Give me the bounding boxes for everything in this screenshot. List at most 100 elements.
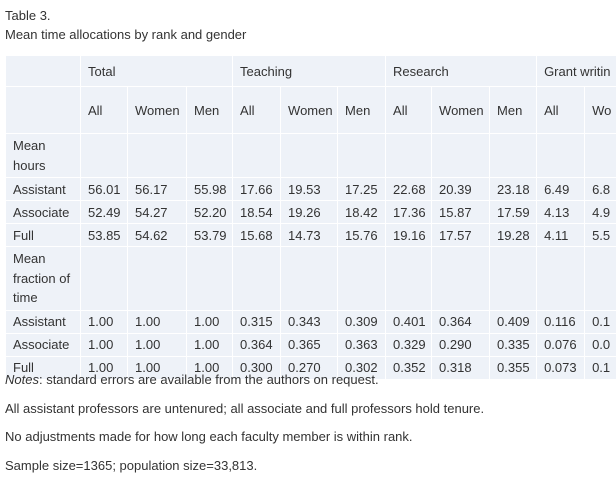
note: Sample size=1365; population size=33,813… [5,457,258,473]
value-cell: 0.329 [385,332,433,357]
group-header: Total [79,55,234,87]
value-cell: 0.315 [232,309,282,334]
data-row: Assistant 56.01 56.17 55.98 17.66 19.53 17.25 2… [5,177,616,201]
cell [280,246,339,311]
table-title: Table 3. [5,8,51,23]
table-caption: Mean time allocations by rank and gender [5,27,247,42]
value-cell: 6.49 [536,177,586,201]
value-cell: 17.57 [431,223,491,247]
value-cell: 52.20 [185,200,234,224]
row-label: Associate [5,332,81,357]
value-cell: 17.25 [337,177,387,201]
value-cell: 0.364 [232,332,282,357]
note-label: Notes [5,372,39,387]
value-cell: 5.5 [584,223,616,247]
cell [536,246,586,311]
group-label: Research [393,63,449,79]
cell [80,246,128,311]
cell [584,246,616,311]
value-cell: 1.00 [185,332,234,357]
note: All assistant professors are untenured; … [5,400,485,416]
subheader: Women [127,86,187,134]
row-label: Assistant [5,309,81,334]
row-label: Full [5,355,81,380]
value-cell: 19.53 [280,177,339,201]
section-cell: Mean hours [5,133,81,178]
value-cell: 53.79 [185,223,234,247]
group-header: Grant writin [536,55,616,87]
subheader: All [385,86,433,134]
cell [5,55,81,87]
value-cell: 1.00 [185,309,234,334]
subheader: Men [337,86,387,134]
value-cell: 14.73 [280,223,339,247]
subheader: All [232,86,282,134]
section-label: Mean fraction of time [13,251,71,305]
note-text: : standard errors are available from the… [38,372,379,387]
data-row: Full 53.85 54.62 53.79 15.68 14.73 15.76 19.16 1… [5,223,616,247]
data-row: Assistant 1.00 1.00 1.00 0.315 0.343 0.309 0.40… [5,309,616,334]
value-cell: 0.073 [536,355,586,380]
value-cell: 0.401 [385,309,433,334]
value-cell: 17.59 [489,200,538,224]
cell [536,133,586,178]
table: Total Teaching Research Grant writin All Wome… [5,55,616,380]
subheader: Women [280,86,339,134]
value-cell: 56.01 [80,177,128,201]
value-cell: 15.68 [232,223,282,247]
subheader: Wo [584,86,616,134]
value-cell: 0.355 [489,355,538,380]
value-cell: 56.17 [127,177,187,201]
value-cell: 18.42 [337,200,387,224]
value-cell: 1.00 [80,332,128,357]
value-cell: 1.00 [80,309,128,334]
subheader-row: All Women Men All Women Men All Women Men All Wo [5,86,616,134]
value-cell: 0.309 [337,309,387,334]
value-cell: 1.00 [127,309,187,334]
cell [337,246,387,311]
group-label: Teaching [240,63,293,79]
note: No adjustments made for how long each fa… [5,429,413,444]
value-cell: 15.76 [337,223,387,247]
subheader: Women [431,86,491,134]
value-cell: 1.00 [185,355,234,380]
subheader: All [80,86,128,134]
group-row: Total Teaching Research Grant writin [5,55,616,87]
value-cell: 0.409 [489,309,538,334]
value-cell: 0.352 [385,355,433,380]
subheader: Men [489,86,538,134]
subheader: All [536,86,586,134]
value-cell: 53.85 [80,223,128,247]
value-cell: 6.8 [584,177,616,201]
value-cell: 0.363 [337,332,387,357]
value-cell: 4.11 [536,223,586,247]
notes: Notes: standard errors are available fro… [5,370,484,484]
section-label: Mean hours [13,138,46,173]
value-cell: 52.49 [80,200,128,224]
data-row: Associate 52.49 54.27 52.20 18.54 19.26 18.42 1… [5,200,616,224]
header: Table 3. Mean time allocations by rank a… [5,6,246,44]
section-row: Mean fraction of time [5,246,616,311]
cell [80,133,128,178]
value-cell: 23.18 [489,177,538,201]
group-label: Total [88,63,116,79]
data-row: Full 1.00 1.00 1.00 0.300 0.270 0.302 0.352 0.31… [5,355,616,380]
cell [431,246,491,311]
value-cell: 0.318 [431,355,491,380]
section-cell: Mean fraction of time [5,246,81,311]
value-cell: 19.28 [489,223,538,247]
table-wrap: Total Teaching Research Grant writin All Wome… [5,55,616,380]
value-cell: 0.0 [584,332,616,357]
cell [232,246,282,311]
section-row: Mean hours [5,133,616,178]
value-cell: 0.1 [584,355,616,380]
value-cell: 1.00 [127,332,187,357]
value-cell: 18.54 [232,200,282,224]
cell [185,133,234,178]
cell [280,133,339,178]
cell [584,133,616,178]
row-label: Associate [5,200,81,224]
subheader: Men [185,86,234,134]
value-cell: 15.87 [431,200,491,224]
